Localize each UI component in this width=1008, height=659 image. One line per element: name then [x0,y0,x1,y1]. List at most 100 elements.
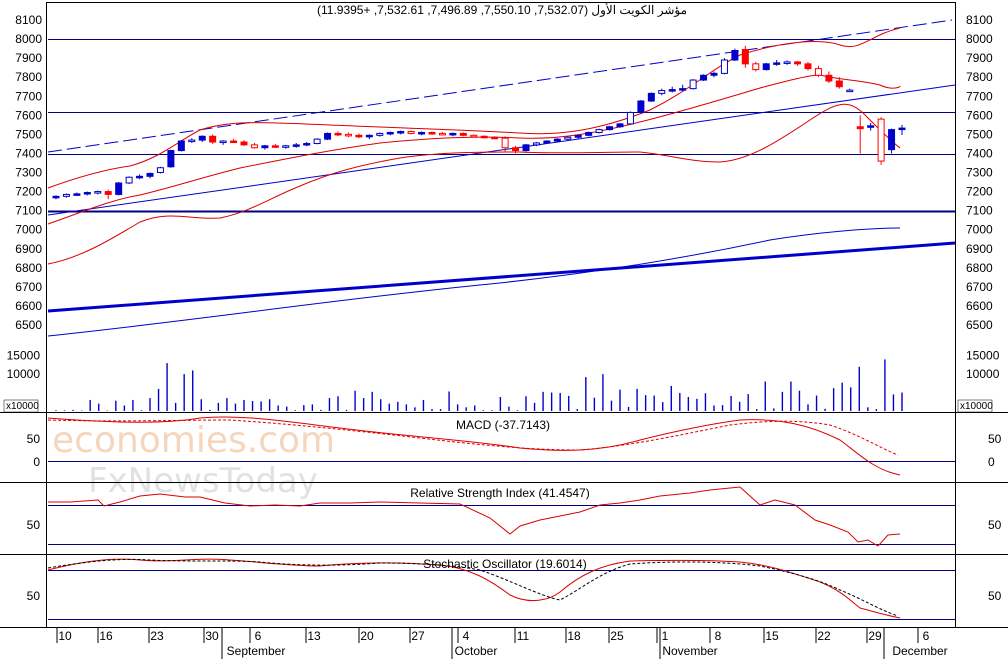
candle-body [762,63,770,71]
candle-body [752,63,760,71]
date-tick-label: 27 [411,629,425,643]
date-tick-label: 23 [150,629,164,643]
price-tick-left: 6700 [15,280,42,294]
candle-body [846,89,854,93]
price-tick-right: 7700 [966,89,993,103]
price-tick-left: 7700 [15,89,42,103]
candle-body [553,138,561,142]
candle-body [794,61,802,65]
candle-body [438,132,446,136]
candle-body [104,191,112,195]
candle-body [94,191,102,194]
date-tick-label: 11 [517,629,530,643]
volume-unit-box-left [3,399,39,413]
candle-body [814,68,822,76]
price-tick-left: 7900 [15,51,42,65]
candle-body [470,134,478,138]
date-tick-label: 15 [765,629,779,643]
price-tick-right: 7600 [966,108,993,122]
volume-tick-left: 15000 [7,349,41,363]
candle-body [334,132,342,136]
candle-body [83,192,91,195]
candle-body [376,132,384,136]
candle-body [115,182,123,195]
watermark: economies.com FxNewsToday [52,420,335,501]
price-tick-left: 6500 [15,318,42,332]
date-tick-label: 30 [205,629,219,643]
month-label: September [227,644,286,658]
price-tick-right: 7100 [966,204,993,218]
candle-body [250,144,258,149]
date-tick-label: 6 [255,629,262,643]
macd-label: MACD (-37.7143) [456,418,550,432]
candle-body [136,175,144,179]
indicator-tick-left: 50 [27,432,41,446]
date-tick-label: 16 [99,629,113,643]
candle-body [365,134,373,138]
date-tick-label: 1 [662,629,669,643]
stoch-panel [47,558,955,620]
price-tick-left: 7000 [15,223,42,237]
macd-panel [47,416,955,476]
candle-body [637,100,645,113]
indicator-tick-right: 50 [988,432,1002,446]
candle-body [167,150,175,168]
candle-body [867,125,875,128]
candle-body [230,140,238,144]
candle-body [303,143,311,146]
candle-body [856,126,864,130]
chart-title: مؤشر الكويت الأول (7,532.07, 7,550.10, 7… [317,2,687,17]
candle-body [156,167,164,173]
macd-signal-line [47,419,899,456]
candle-body [324,132,332,140]
candle-body [240,141,248,146]
candle-body [741,49,749,65]
price-tick-left: 6600 [15,299,42,313]
price-tick-right: 7200 [966,185,993,199]
mid-trendline [47,84,956,216]
price-tick-left: 6800 [15,261,42,275]
price-tick-right: 7000 [966,223,993,237]
candle-body [647,92,655,102]
price-tick-right: 6500 [966,318,993,332]
candle-body [898,127,906,131]
candle-body [595,129,603,133]
date-axis: 10 16 23 30 6 13 20 27 4 11 18 25 1 8 15 22 29 6 [56,628,930,643]
price-tick-right: 7500 [966,127,993,141]
month-label: November [662,644,717,658]
indicator-axes: 50 50 0 0 50 50 50 50 [27,432,1002,603]
candle-body [62,193,70,197]
candle-body [188,139,196,143]
long-term-trendline [47,241,956,313]
date-tick-label: 22 [817,629,831,643]
price-tick-right: 7900 [966,51,993,65]
bollinger-middle [47,74,901,225]
candle-body [616,123,624,128]
date-tick-label: 18 [567,629,581,643]
candle-body [564,136,572,140]
candle-body [73,193,81,196]
candle-body [428,131,436,135]
rsi-line [48,486,901,547]
watermark-line2: FxNewsToday [88,461,318,501]
price-tick-left: 6900 [15,242,42,256]
candle-body [700,74,708,81]
date-tick-label: 10 [58,629,72,643]
date-tick-label: 25 [610,629,624,643]
candle-body [491,136,499,140]
indicator-tick-right: 50 [988,518,1002,532]
price-tick-left: 8000 [15,32,42,46]
support-resistance-lines [48,39,955,213]
candle-body [606,126,614,131]
price-tick-right: 8000 [966,32,993,46]
candle-body [532,142,540,146]
indicator-tick-left: 50 [27,518,41,532]
candle-body [731,50,739,61]
volume-axis: 15000 15000 10000 10000 [7,349,1000,381]
candle-body [543,140,551,144]
indicator-tick-left: 50 [27,589,41,603]
candle-body [292,144,300,147]
volume-unit-left: x10000 [6,401,39,412]
bollinger-upper [47,27,901,189]
candle-body [261,145,269,149]
